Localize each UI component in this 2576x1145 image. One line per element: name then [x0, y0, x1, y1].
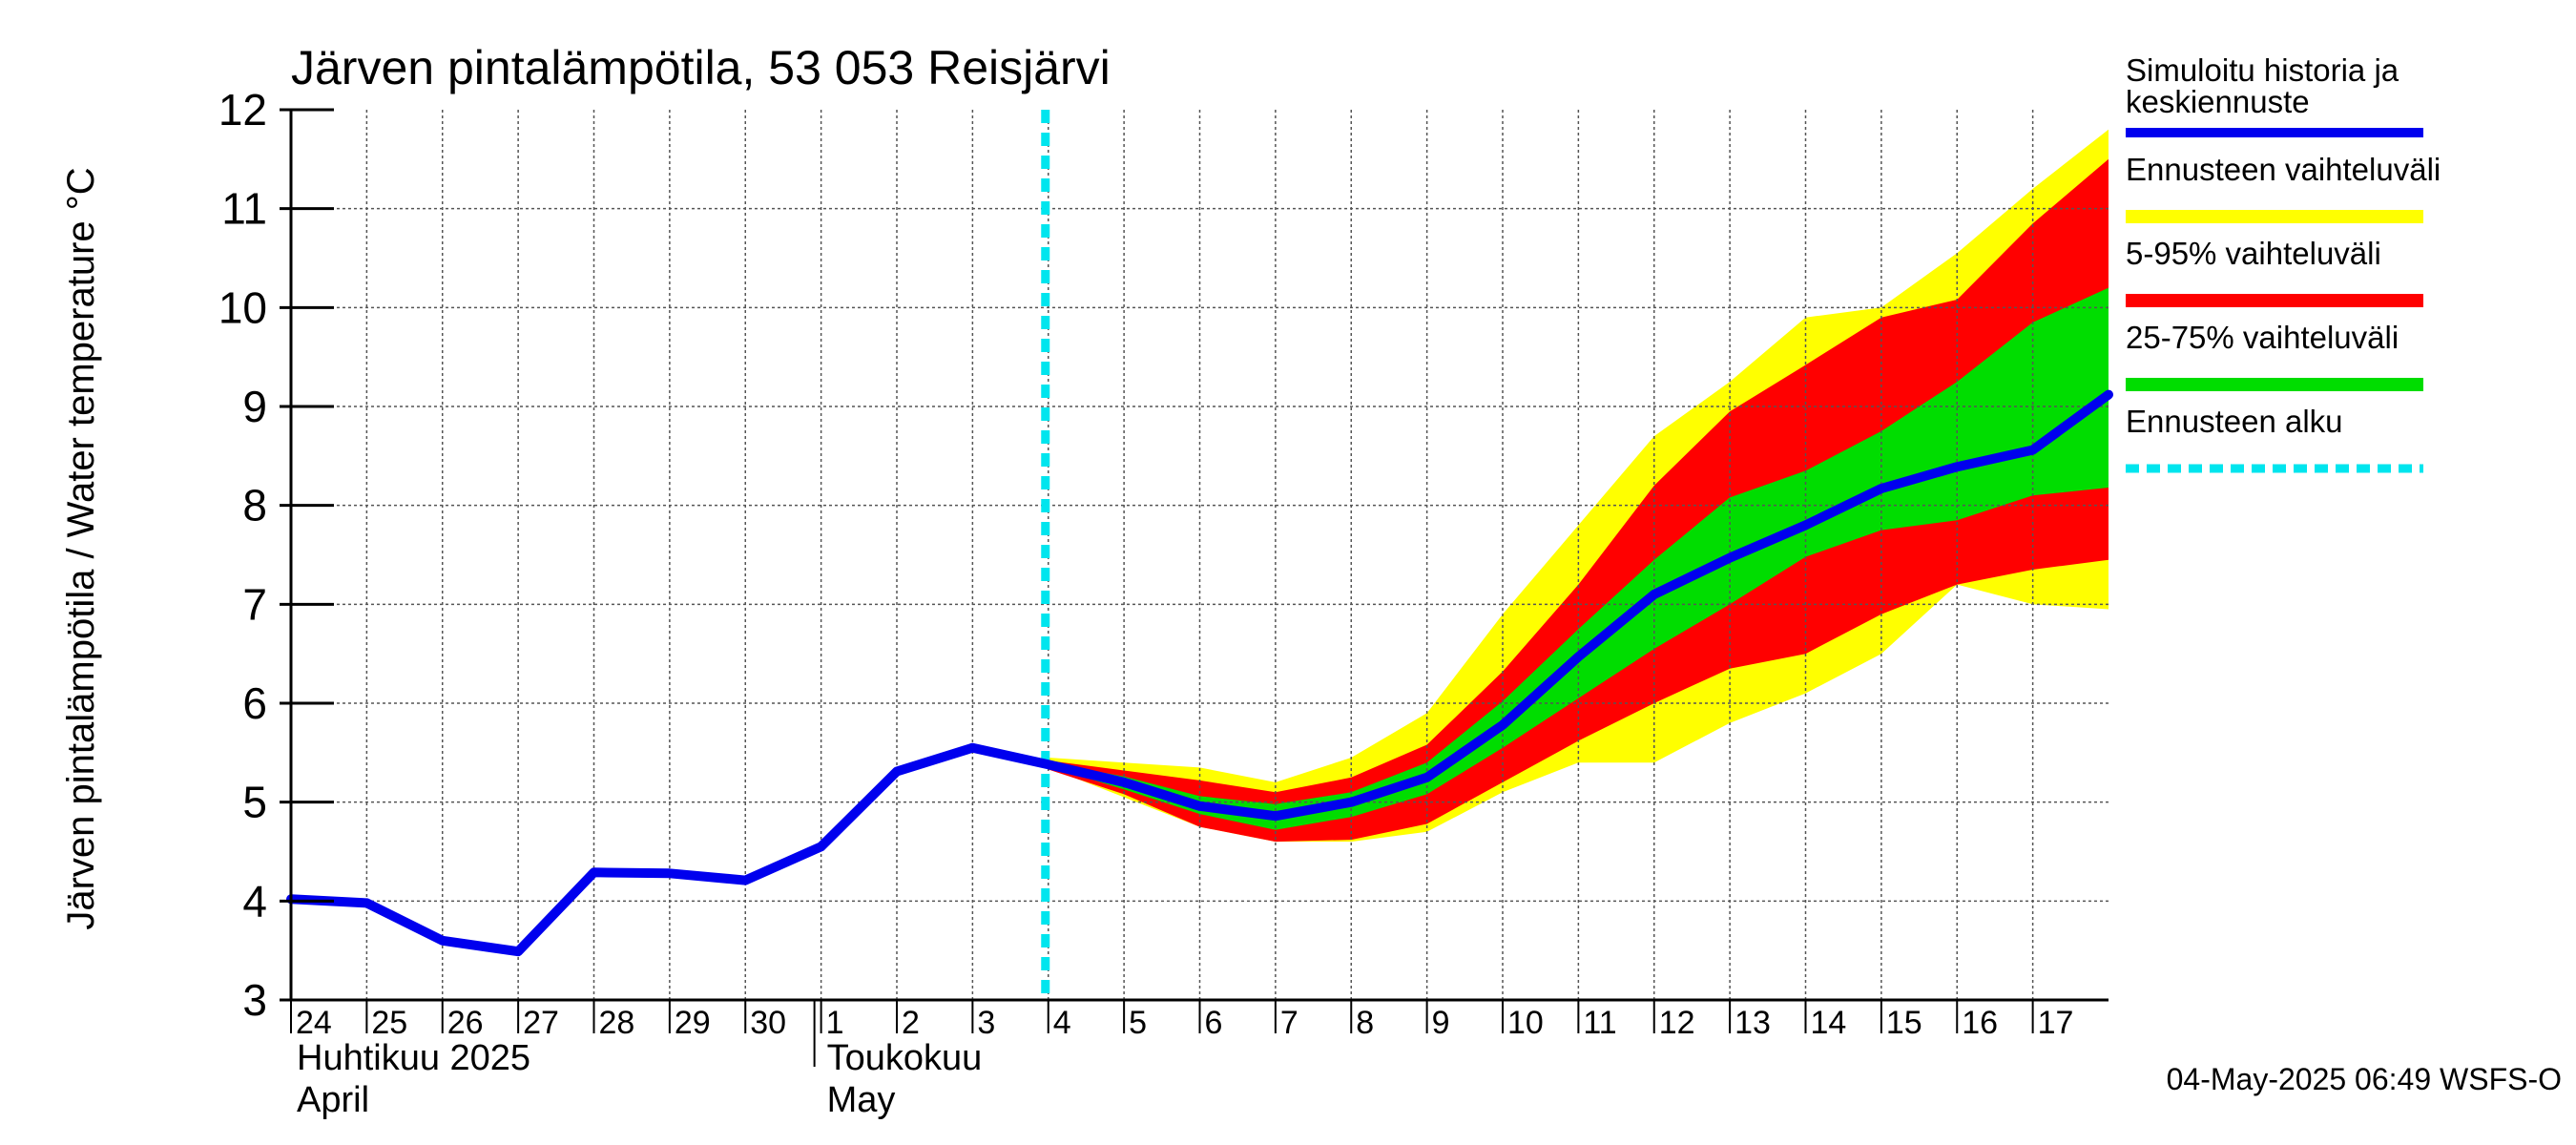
- y-tick-label: 6: [242, 678, 267, 728]
- y-tick-label: 4: [242, 876, 267, 926]
- month-label-fi: Huhtikuu 2025: [297, 1038, 530, 1078]
- x-tick-label: 30: [750, 1005, 786, 1041]
- x-tick-label: 27: [523, 1005, 559, 1041]
- month-label-fi: Toukokuu: [827, 1038, 983, 1078]
- legend-label: keskiennuste: [2126, 84, 2310, 119]
- y-tick-label: 5: [242, 778, 267, 827]
- x-tick-label: 9: [1432, 1005, 1450, 1041]
- x-tick-label: 3: [977, 1005, 995, 1041]
- y-tick-label: 10: [218, 282, 267, 332]
- x-tick-label: 29: [675, 1005, 711, 1041]
- y-tick-label: 11: [221, 184, 267, 234]
- legend-label: 5-95% vaihteluväli: [2126, 236, 2381, 271]
- y-tick-label: 8: [242, 481, 267, 531]
- x-tick-label: 4: [1053, 1005, 1071, 1041]
- y-tick-label: 12: [218, 85, 267, 135]
- x-tick-label: 8: [1356, 1005, 1374, 1041]
- x-tick-label: 26: [447, 1005, 484, 1041]
- month-label-en: May: [827, 1080, 896, 1120]
- x-tick-label: 11: [1583, 1005, 1616, 1041]
- legend-label: Ennusteen alku: [2126, 404, 2343, 439]
- legend-label: Simuloitu historia ja: [2126, 52, 2399, 88]
- x-tick-label: 17: [2038, 1005, 2074, 1041]
- x-tick-label: 16: [1962, 1005, 1998, 1041]
- x-tick-label: 2: [902, 1005, 920, 1041]
- x-tick-label: 13: [1735, 1005, 1771, 1041]
- x-tick-label: 1: [826, 1005, 844, 1041]
- x-tick-label: 14: [1811, 1005, 1847, 1041]
- timestamp-footer: 04-May-2025 06:49 WSFS-O: [2167, 1062, 2562, 1096]
- y-tick-label: 9: [242, 382, 267, 431]
- x-tick-label: 25: [371, 1005, 407, 1041]
- x-tick-label: 24: [296, 1005, 332, 1041]
- y-axis-label: Järven pintalämpötila / Water temperatur…: [60, 167, 102, 929]
- x-tick-label: 28: [599, 1005, 635, 1041]
- month-label-en: April: [297, 1080, 369, 1120]
- forecast-band-0: [1048, 129, 2109, 843]
- y-tick-label: 7: [242, 579, 267, 629]
- x-tick-label: 12: [1659, 1005, 1695, 1041]
- x-tick-label: 7: [1280, 1005, 1298, 1041]
- y-tick-label: 3: [242, 975, 267, 1025]
- chart-title: Järven pintalämpötila, 53 053 Reisjärvi: [291, 41, 1111, 94]
- legend-label: 25-75% vaihteluväli: [2126, 320, 2399, 355]
- x-tick-label: 5: [1129, 1005, 1147, 1041]
- x-tick-label: 6: [1205, 1005, 1223, 1041]
- legend-label: Ennusteen vaihteluväli: [2126, 152, 2441, 187]
- x-tick-label: 10: [1507, 1005, 1544, 1041]
- series-line-0: [286, 389, 2113, 957]
- x-tick-label: 15: [1886, 1005, 1922, 1041]
